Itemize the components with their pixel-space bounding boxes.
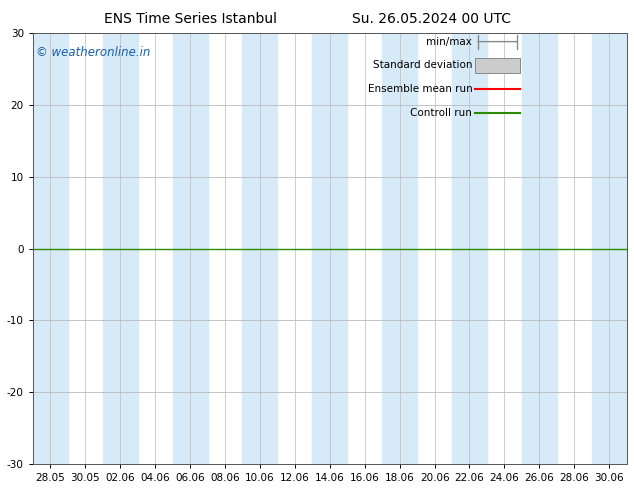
Bar <box>522 33 557 464</box>
Bar <box>242 33 277 464</box>
Bar <box>592 33 626 464</box>
Text: min/max: min/max <box>427 37 472 47</box>
Text: Controll run: Controll run <box>410 108 472 118</box>
Text: Standard deviation: Standard deviation <box>373 60 472 71</box>
Bar <box>172 33 207 464</box>
Bar <box>33 33 68 464</box>
Bar <box>313 33 347 464</box>
Text: ENS Time Series Istanbul: ENS Time Series Istanbul <box>104 12 276 26</box>
Bar <box>476 58 520 73</box>
Text: Su. 26.05.2024 00 UTC: Su. 26.05.2024 00 UTC <box>352 12 510 26</box>
Text: Ensemble mean run: Ensemble mean run <box>368 84 472 94</box>
Text: © weatheronline.in: © weatheronline.in <box>36 46 150 59</box>
Bar <box>103 33 138 464</box>
Bar <box>452 33 487 464</box>
Bar <box>382 33 417 464</box>
